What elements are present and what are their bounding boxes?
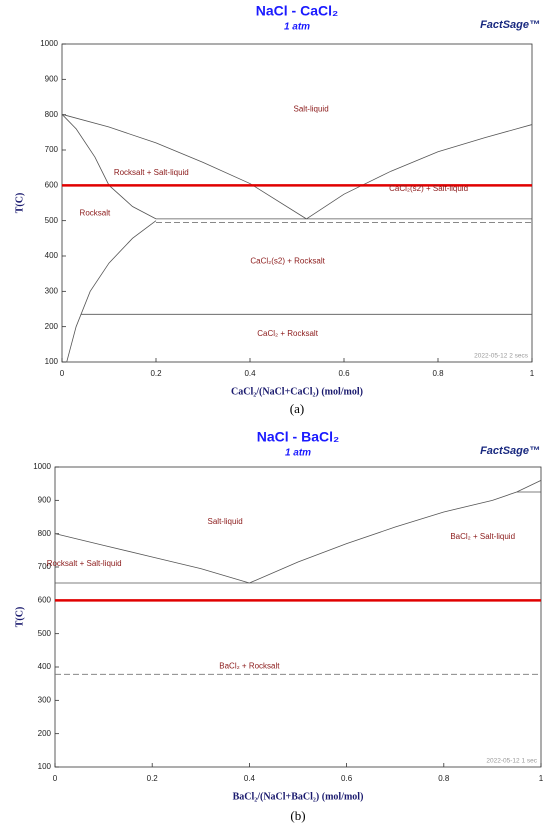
y-tick-label: 900 — [38, 495, 52, 504]
region-label: Rocksalt + Salt-liquid — [114, 168, 189, 177]
region-label: BaCl₂ + Salt-liquid — [450, 532, 515, 541]
y-tick-label: 700 — [45, 145, 59, 154]
region-label: CaCl₂ + Rocksalt — [257, 329, 318, 338]
chart-title: NaCl - CaCl₂ — [256, 3, 338, 19]
phase-boundary — [306, 124, 533, 220]
y-tick-label: 1000 — [40, 39, 58, 48]
region-label: Rocksalt — [80, 209, 111, 218]
x-tick-label: 0.6 — [341, 774, 353, 783]
region-label: Salt-liquid — [208, 517, 243, 526]
phase-boundary — [61, 114, 157, 220]
y-tick-label: 200 — [38, 729, 52, 738]
phase-boundary — [61, 113, 307, 220]
y-axis-label: T(C) — [14, 607, 25, 628]
y-axis-label: T(C) — [14, 193, 25, 214]
timestamp: 2022-05-12 1 sec — [486, 758, 537, 765]
phase-boundary — [249, 479, 542, 584]
x-tick-label: 1 — [539, 774, 544, 783]
chart-subtitle: 1 atm — [285, 448, 311, 459]
caption: (b) — [290, 808, 305, 823]
y-tick-label: 200 — [45, 322, 59, 331]
caption: (a) — [290, 401, 304, 416]
phase-boundary — [54, 533, 250, 584]
region-label: Rocksalt + Salt-liquid — [47, 559, 122, 568]
logo: FactSage™ — [480, 445, 540, 457]
y-tick-label: 300 — [38, 695, 52, 704]
x-axis-label: BaCl₂/(NaCl+BaCl₂) (mol/mol) — [233, 791, 364, 802]
phase-boundary — [66, 220, 157, 363]
y-tick-label: 400 — [45, 251, 59, 260]
timestamp: 2022-05-12 2 secs — [474, 353, 529, 360]
x-tick-label: 1 — [530, 369, 535, 378]
x-tick-label: 0.4 — [244, 774, 256, 783]
y-tick-label: 600 — [45, 180, 59, 189]
plot-frame — [54, 466, 542, 768]
x-tick-label: 0.2 — [150, 369, 162, 378]
chart-subtitle: 1 atm — [284, 22, 310, 33]
chart-title: NaCl - BaCl₂ — [257, 429, 339, 445]
y-tick-label: 600 — [38, 595, 52, 604]
region-label: BaCl₂ + Rocksalt — [219, 661, 280, 670]
region-label: Salt-liquid — [294, 104, 329, 113]
y-tick-label: 100 — [45, 357, 59, 366]
y-tick-label: 1000 — [33, 462, 51, 471]
x-axis-label: CaCl₂/(NaCl+CaCl₂) (mol/mol) — [231, 386, 363, 397]
x-tick-label: 0.6 — [338, 369, 350, 378]
x-tick-label: 0 — [53, 774, 58, 783]
y-tick-label: 500 — [38, 629, 52, 638]
y-tick-label: 900 — [45, 74, 59, 83]
plot-frame — [61, 43, 533, 363]
x-tick-label: 0.2 — [147, 774, 159, 783]
x-tick-label: 0.8 — [438, 774, 450, 783]
logo: FactSage™ — [480, 19, 540, 31]
y-tick-label: 800 — [38, 529, 52, 538]
y-tick-label: 400 — [38, 662, 52, 671]
y-tick-label: 500 — [45, 216, 59, 225]
x-tick-label: 0.4 — [244, 369, 256, 378]
y-tick-label: 700 — [38, 562, 52, 571]
y-tick-label: 300 — [45, 286, 59, 295]
y-tick-label: 800 — [45, 110, 59, 119]
y-tick-label: 100 — [38, 762, 52, 771]
region-label: CaCl₂(s2) + Salt-liquid — [389, 184, 468, 193]
x-tick-label: 0.8 — [432, 369, 444, 378]
x-tick-label: 0 — [60, 369, 65, 378]
region-label: CaCl₂(s2) + Rocksalt — [250, 256, 325, 265]
